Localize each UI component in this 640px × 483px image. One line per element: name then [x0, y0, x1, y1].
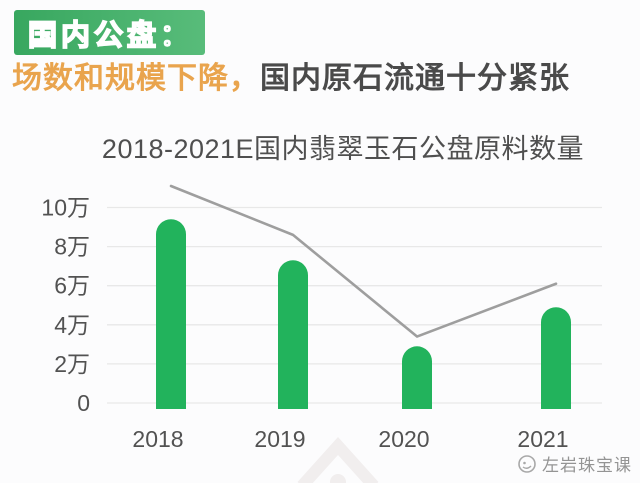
x-axis-label: 2019	[254, 426, 305, 452]
bar	[402, 346, 432, 409]
bar	[156, 219, 186, 409]
chevron-watermark-dot	[330, 474, 346, 483]
x-axis-label: 2020	[378, 426, 429, 452]
x-axis-label: 2018	[132, 426, 183, 452]
y-tick-label: 0	[77, 390, 90, 416]
y-tick-label: 6万	[54, 273, 90, 299]
y-tick-label: 2万	[54, 351, 90, 377]
y-tick-label: 4万	[54, 312, 90, 338]
headline: 场数和规模下降，国内原石流通十分紧张	[12, 58, 570, 100]
chevron-watermark-icon	[297, 437, 379, 483]
y-tick-label: 8万	[54, 234, 90, 260]
watermark: 左岩珠宝课	[517, 451, 632, 476]
section-badge: 国内公盘：	[14, 10, 205, 55]
bar	[278, 260, 308, 409]
x-axis-label: 2021	[517, 426, 568, 452]
headline-highlight: 场数和规模下降，	[12, 62, 260, 95]
headline-rest: 国内原石流通十分紧张	[260, 62, 570, 95]
section-badge-label: 国内公盘：	[27, 19, 194, 53]
circle-logo-icon	[518, 454, 536, 473]
y-tick-label: 10万	[41, 195, 90, 221]
chart-title: 2018-2021E国内翡翠玉石公盘原料数量	[101, 134, 585, 164]
bar	[541, 307, 571, 409]
watermark-text: 左岩珠宝课	[542, 456, 632, 475]
trend-line	[169, 184, 558, 338]
